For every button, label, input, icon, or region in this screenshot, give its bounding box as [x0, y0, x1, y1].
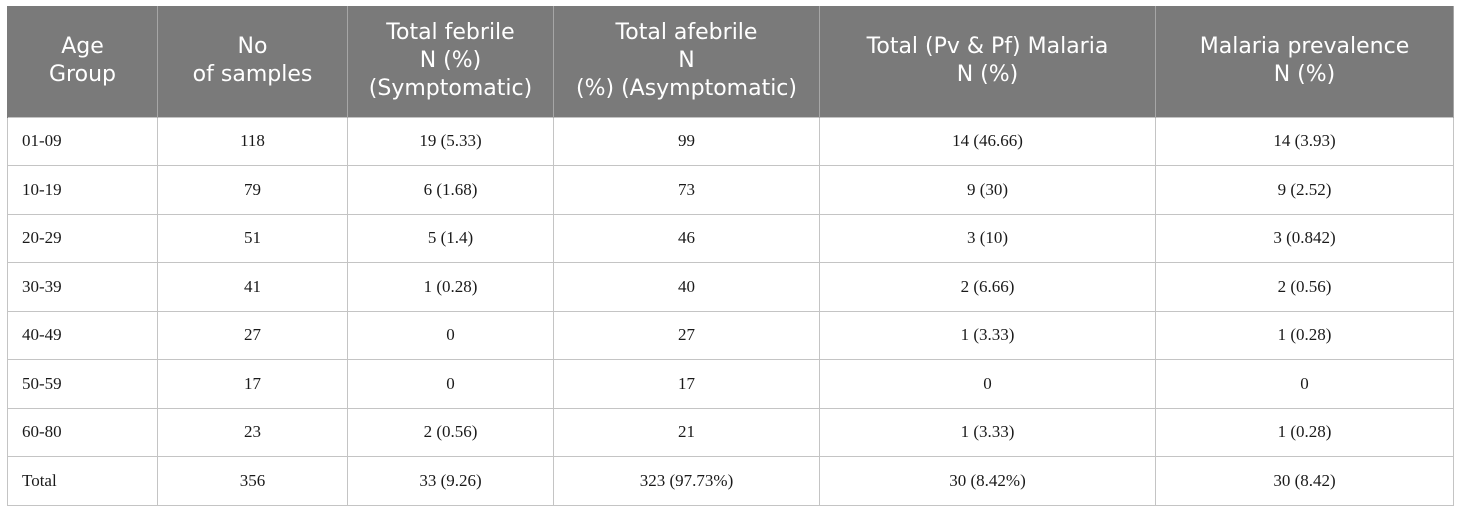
cell-total-afebrile: 73	[553, 165, 820, 215]
header-line: N	[678, 48, 695, 74]
cell-total-febrile: 1 (0.28)	[347, 262, 554, 312]
cell-malaria-prevalence: 2 (0.56)	[1155, 262, 1454, 312]
cell-total-febrile: 19 (5.33)	[347, 116, 554, 166]
table-row: 20-29 51 5 (1.4) 46 3 (10) 3 (0.842)	[7, 213, 1454, 263]
table-row: 60-80 23 2 (0.56) 21 1 (3.33) 1 (0.28)	[7, 407, 1454, 457]
cell-total-malaria: 30 (8.42%)	[819, 456, 1156, 506]
cell-no-of-samples: 356	[157, 456, 348, 506]
header-line: of samples	[192, 62, 313, 88]
table-row-total: Total 356 33 (9.26) 323 (97.73%) 30 (8.4…	[7, 456, 1454, 506]
header-line: Total afebrile	[615, 20, 758, 46]
malaria-age-group-table: Age Group No of samples Total febrile N …	[7, 6, 1454, 506]
cell-total-afebrile: 40	[553, 262, 820, 312]
cell-total-febrile: 2 (0.56)	[347, 407, 554, 457]
cell-malaria-prevalence: 1 (0.28)	[1155, 310, 1454, 360]
header-line: No	[237, 34, 268, 60]
cell-total-malaria: 1 (3.33)	[819, 310, 1156, 360]
cell-age-group: 30-39	[7, 262, 158, 312]
cell-age-group: 60-80	[7, 407, 158, 457]
table-row: 40-49 27 0 27 1 (3.33) 1 (0.28)	[7, 310, 1454, 360]
cell-age-group: Total	[7, 456, 158, 506]
cell-no-of-samples: 79	[157, 165, 348, 215]
cell-malaria-prevalence: 14 (3.93)	[1155, 116, 1454, 166]
cell-no-of-samples: 23	[157, 407, 348, 457]
cell-total-afebrile: 17	[553, 359, 820, 409]
header-total-febrile: Total febrile N (%) (Symptomatic)	[347, 6, 554, 117]
header-line: Group	[49, 62, 116, 88]
header-line: N (%)	[956, 62, 1019, 88]
header-malaria-prevalence: Malaria prevalence N (%)	[1155, 6, 1454, 117]
cell-malaria-prevalence: 9 (2.52)	[1155, 165, 1454, 215]
header-line: N (%)	[419, 48, 482, 74]
header-total-malaria: Total (Pv & Pf) Malaria N (%)	[819, 6, 1156, 117]
header-no-of-samples: No of samples	[157, 6, 348, 117]
cell-total-afebrile: 27	[553, 310, 820, 360]
cell-total-malaria: 1 (3.33)	[819, 407, 1156, 457]
cell-total-afebrile: 21	[553, 407, 820, 457]
cell-age-group: 50-59	[7, 359, 158, 409]
cell-no-of-samples: 17	[157, 359, 348, 409]
cell-total-malaria: 0	[819, 359, 1156, 409]
cell-age-group: 40-49	[7, 310, 158, 360]
data-table-container: Age Group No of samples Total febrile N …	[7, 6, 1454, 506]
cell-total-malaria: 14 (46.66)	[819, 116, 1156, 166]
header-line: Total febrile	[386, 20, 515, 46]
header-line: Malaria prevalence	[1199, 34, 1410, 60]
cell-no-of-samples: 27	[157, 310, 348, 360]
table-row: 01-09 118 19 (5.33) 99 14 (46.66) 14 (3.…	[7, 116, 1454, 166]
cell-total-febrile: 5 (1.4)	[347, 213, 554, 263]
cell-total-afebrile: 99	[553, 116, 820, 166]
header-line: (Symptomatic)	[368, 76, 533, 102]
cell-no-of-samples: 51	[157, 213, 348, 263]
cell-malaria-prevalence: 3 (0.842)	[1155, 213, 1454, 263]
header-age-group: Age Group	[7, 6, 158, 117]
cell-age-group: 01-09	[7, 116, 158, 166]
cell-total-malaria: 2 (6.66)	[819, 262, 1156, 312]
header-total-afebrile: Total afebrile N (%) (Asymptomatic)	[553, 6, 820, 117]
header-line: (%) (Asymptomatic)	[576, 76, 797, 102]
cell-no-of-samples: 118	[157, 116, 348, 166]
cell-total-afebrile: 323 (97.73%)	[553, 456, 820, 506]
cell-age-group: 20-29	[7, 213, 158, 263]
cell-total-febrile: 33 (9.26)	[347, 456, 554, 506]
cell-malaria-prevalence: 30 (8.42)	[1155, 456, 1454, 506]
header-row: Age Group No of samples Total febrile N …	[7, 6, 1454, 117]
cell-total-afebrile: 46	[553, 213, 820, 263]
cell-malaria-prevalence: 1 (0.28)	[1155, 407, 1454, 457]
cell-total-malaria: 3 (10)	[819, 213, 1156, 263]
cell-total-malaria: 9 (30)	[819, 165, 1156, 215]
cell-total-febrile: 0	[347, 359, 554, 409]
header-line: Age	[61, 34, 104, 60]
header-line: N (%)	[1273, 62, 1336, 88]
table-row: 30-39 41 1 (0.28) 40 2 (6.66) 2 (0.56)	[7, 262, 1454, 312]
cell-total-febrile: 6 (1.68)	[347, 165, 554, 215]
cell-total-febrile: 0	[347, 310, 554, 360]
cell-malaria-prevalence: 0	[1155, 359, 1454, 409]
table-row: 10-19 79 6 (1.68) 73 9 (30) 9 (2.52)	[7, 165, 1454, 215]
cell-age-group: 10-19	[7, 165, 158, 215]
header-line: Total (Pv & Pf) Malaria	[866, 34, 1109, 60]
table-row: 50-59 17 0 17 0 0	[7, 359, 1454, 409]
cell-no-of-samples: 41	[157, 262, 348, 312]
